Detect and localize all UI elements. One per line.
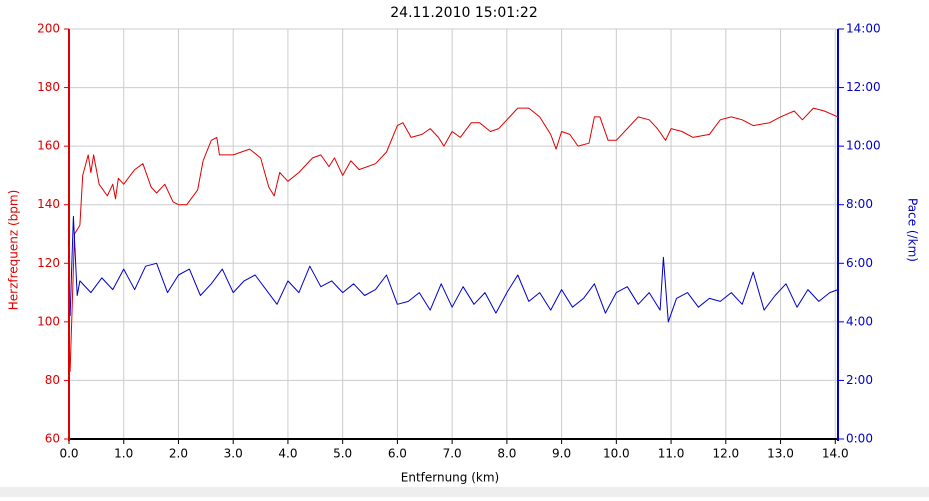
x-tick-label: 14.0: [822, 447, 849, 461]
y2-tick-label: 12:00: [846, 80, 881, 94]
y2-tick-label: 14:00: [846, 22, 881, 36]
y-tick-label: 140: [37, 197, 60, 211]
x-tick-label: 9.0: [552, 447, 571, 461]
x-tick-label: 7.0: [443, 447, 462, 461]
footer-band: [0, 487, 929, 497]
y-tick-label: 60: [45, 432, 60, 446]
y-tick-label: 200: [37, 22, 60, 36]
x-tick-label: 10.0: [603, 447, 630, 461]
x-tick-label: 11.0: [658, 447, 685, 461]
y-axis-label: Herzfrequenz (bpm): [7, 190, 21, 311]
y-tick-label: 100: [37, 314, 60, 328]
x-tick-label: 4.0: [278, 447, 297, 461]
y-tick-label: 120: [37, 256, 60, 270]
y2-tick-label: 10:00: [846, 139, 881, 153]
x-tick-label: 2.0: [169, 447, 188, 461]
x-tick-label: 8.0: [497, 447, 516, 461]
x-tick-label: 0.0: [59, 447, 78, 461]
x-tick-label: 5.0: [333, 447, 352, 461]
y-tick-label: 80: [45, 373, 60, 387]
x-tick-label: 13.0: [767, 447, 794, 461]
x-tick-label: 12.0: [712, 447, 739, 461]
y-tick-label: 160: [37, 139, 60, 153]
y2-axis-label: Pace (/km): [906, 198, 920, 262]
y2-tick-label: 8:00: [846, 197, 873, 211]
x-tick-label: 3.0: [224, 447, 243, 461]
data-line: [69, 215, 839, 323]
x-axis-label: Entfernung (km): [401, 471, 499, 485]
y2-tick-label: 2:00: [846, 373, 873, 387]
x-tick-label: 6.0: [388, 447, 407, 461]
x-tick-label: 1.0: [114, 447, 133, 461]
y2-tick-label: 6:00: [846, 256, 873, 270]
y2-tick-label: 0:00: [846, 432, 873, 446]
y-tick-label: 180: [37, 80, 60, 94]
chart-title: 24.11.2010 15:01:22: [390, 5, 538, 21]
data-line: [69, 107, 839, 372]
y2-tick-label: 4:00: [846, 314, 873, 328]
